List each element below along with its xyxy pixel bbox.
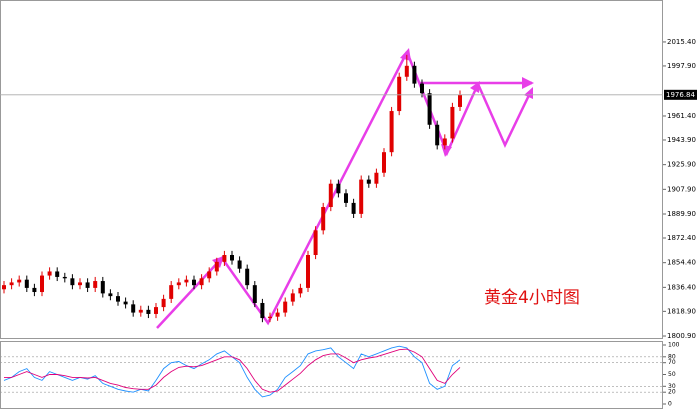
candle-body <box>268 316 272 319</box>
candle-body <box>9 282 14 286</box>
candle-body <box>260 302 265 319</box>
trend-arrows <box>156 51 533 329</box>
indicator-line <box>3 345 461 398</box>
main-panel <box>0 0 663 339</box>
arrow <box>405 51 480 157</box>
price-label: 1976.84 <box>666 91 695 99</box>
price-box <box>664 89 697 100</box>
candle-body <box>40 275 44 293</box>
candle-body <box>169 285 174 299</box>
candle-body <box>344 193 348 203</box>
y-tick-label: 1854.40 <box>667 259 696 267</box>
indicator-line <box>4 348 461 393</box>
candle-body <box>85 282 90 288</box>
y-tick-label: 1889.90 <box>667 210 696 218</box>
candle-body <box>420 83 424 94</box>
arrow-heads <box>212 48 534 268</box>
candle-body <box>283 301 288 313</box>
candle-body <box>404 65 409 77</box>
candle-body <box>245 268 250 286</box>
y-tick-label: 30 <box>668 383 676 390</box>
candle-body <box>359 179 364 214</box>
y-tick-label: 1943.90 <box>667 136 696 144</box>
candle-body <box>313 230 318 255</box>
candle-body <box>62 276 67 279</box>
candle-body <box>146 309 151 314</box>
y-tick-label: 1800.90 <box>667 332 696 340</box>
candle-body <box>389 111 394 153</box>
candle-body <box>24 279 29 288</box>
arrow-head <box>400 48 411 61</box>
y-tick-label: 20 <box>668 389 676 396</box>
y-tick-label: 1872.40 <box>667 234 696 242</box>
y-tick-label: 0 <box>668 401 672 408</box>
candle-body <box>321 207 326 231</box>
candle-body <box>199 278 204 286</box>
candle-body <box>412 65 417 84</box>
y-tick-label: 1997.90 <box>667 62 696 70</box>
candle-body <box>397 76 402 112</box>
candle-body <box>298 287 303 294</box>
candle-body <box>230 255 234 261</box>
candle-body <box>116 296 120 302</box>
candle-body <box>290 293 295 302</box>
candle-body <box>351 202 356 214</box>
candle-body <box>222 255 227 262</box>
candle-body <box>131 304 136 313</box>
candle-body <box>435 124 440 146</box>
candle-body <box>100 281 105 294</box>
candle-body <box>47 271 52 276</box>
y-tick-label: 1907.90 <box>667 185 696 193</box>
candle-body <box>328 183 333 208</box>
y-tick-label: 70 <box>668 359 676 366</box>
candle-body <box>207 271 212 279</box>
arrow-head <box>441 144 452 157</box>
y-tick-label: 1836.40 <box>667 283 696 291</box>
indicator-panel <box>0 341 663 409</box>
candle-body <box>32 287 37 293</box>
candle-body <box>123 301 128 305</box>
arrow-head <box>524 87 533 99</box>
candle-body <box>138 309 143 313</box>
candle-body <box>237 260 242 269</box>
y-tick-label: 1818.90 <box>667 307 696 315</box>
candle-body <box>154 307 158 314</box>
candle-body <box>161 298 166 308</box>
y-tick-label: 1925.90 <box>667 161 696 169</box>
arrow-head <box>470 81 480 93</box>
candle-body <box>2 285 6 290</box>
candle-body <box>306 255 310 288</box>
arrow-head <box>522 77 534 89</box>
candle-body <box>336 183 341 194</box>
candle-body <box>17 279 22 283</box>
candle-body <box>427 93 432 125</box>
candle-body <box>458 94 462 107</box>
candle-body <box>374 172 379 184</box>
annotation: 黄金4小时图 <box>484 288 580 308</box>
arrow <box>476 83 533 148</box>
y-tick-label: 100 <box>668 342 680 349</box>
candle-body <box>275 312 280 317</box>
y-tick-label: 1961.40 <box>667 112 696 120</box>
candle-body <box>93 281 98 288</box>
y-tick-label: 2015.40 <box>667 38 696 46</box>
candle-body <box>450 106 455 139</box>
candle-body <box>176 282 181 286</box>
candle-body <box>252 285 257 303</box>
candle-body <box>366 179 371 184</box>
candle-body <box>184 279 189 283</box>
candle-body <box>108 293 113 297</box>
candle-body <box>78 282 82 286</box>
y-tick-label: 80 <box>668 353 676 360</box>
candle-body <box>214 261 219 272</box>
y-tick-label: 50 <box>668 371 676 378</box>
candle-body <box>382 152 386 173</box>
candle-body <box>192 279 196 286</box>
candle-body <box>70 278 75 286</box>
candle-body <box>55 271 60 277</box>
candle-body <box>442 138 447 146</box>
